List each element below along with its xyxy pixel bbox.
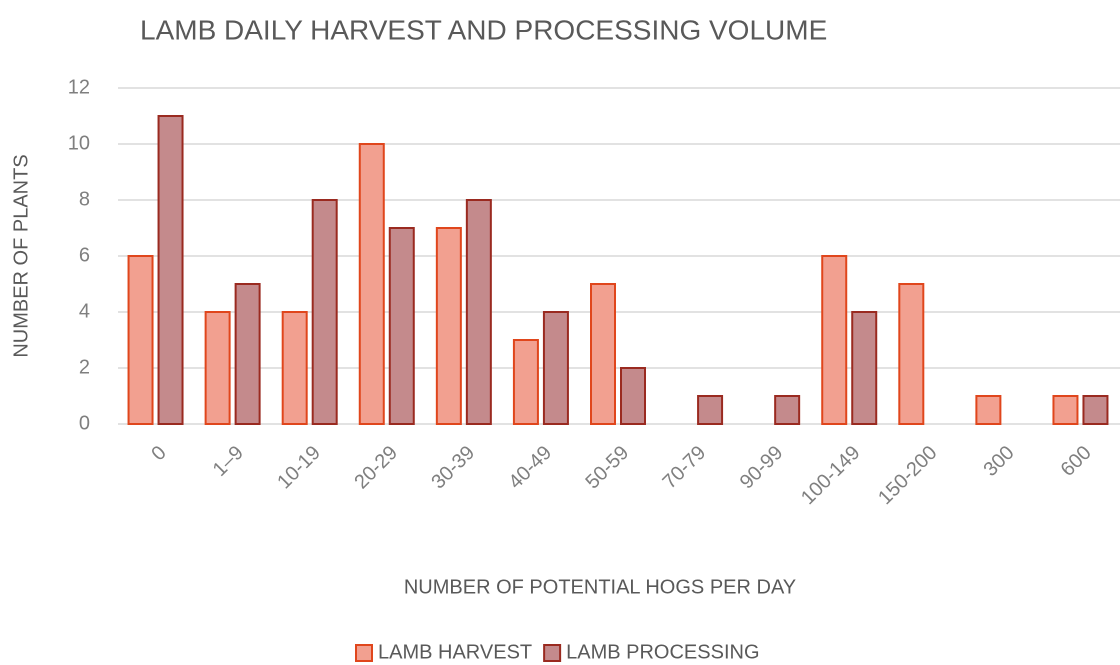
x-tick-label: 0: [147, 442, 170, 465]
bar: [311, 199, 338, 425]
bar: [204, 311, 231, 425]
x-tick-label: 150-200: [874, 442, 941, 509]
bar: [898, 283, 925, 425]
chart-title: LAMB DAILY HARVEST AND PROCESSING VOLUME: [140, 14, 827, 45]
bar: [821, 255, 848, 425]
x-tick-label: 600: [1057, 442, 1096, 481]
bar: [358, 143, 385, 425]
x-tick-label: 1–9: [209, 442, 248, 481]
bar: [620, 367, 646, 425]
legend-swatch: [355, 644, 373, 662]
x-tick-label: 90-99: [736, 442, 788, 494]
bar: [281, 311, 308, 425]
y-tick-label: 2: [79, 356, 90, 378]
x-tick-label: 40-49: [504, 442, 556, 494]
bar: [388, 227, 415, 425]
x-axis-label: NUMBER OF POTENTIAL HOGS PER DAY: [404, 576, 796, 598]
x-tick-label: 300: [979, 442, 1018, 481]
y-tick-label: 12: [68, 76, 90, 98]
bar: [127, 255, 154, 425]
x-tick-label: 100-149: [797, 442, 864, 509]
bar: [234, 283, 261, 425]
legend-label: LAMB HARVEST: [378, 641, 532, 663]
bar: [512, 339, 539, 425]
bar: [1082, 395, 1109, 425]
x-tick-label: 10-19: [273, 442, 325, 494]
y-tick-label: 10: [68, 132, 90, 154]
bar: [1052, 395, 1079, 425]
y-tick-label: 8: [79, 188, 90, 210]
y-axis-label: NUMBER OF PLANTS: [10, 154, 32, 357]
y-tick-label: 4: [79, 300, 90, 322]
x-tick-label: 20-29: [350, 442, 402, 494]
legend-swatch: [543, 644, 562, 662]
y-tick-label: 6: [79, 244, 90, 266]
bar: [851, 311, 878, 425]
x-tick-label: 50-59: [582, 442, 634, 494]
bar: [697, 395, 724, 425]
bar: [157, 115, 184, 425]
y-tick-label: 0: [79, 412, 90, 434]
bar: [590, 283, 616, 425]
legend-label: LAMB PROCESSING: [566, 641, 759, 663]
x-tick-label: 70-79: [659, 442, 711, 494]
bar: [774, 395, 801, 425]
bar: [435, 227, 462, 425]
bar: [465, 199, 492, 425]
bar: [975, 395, 1002, 425]
x-tick-label: 30-39: [427, 442, 479, 494]
bar: [542, 311, 569, 425]
